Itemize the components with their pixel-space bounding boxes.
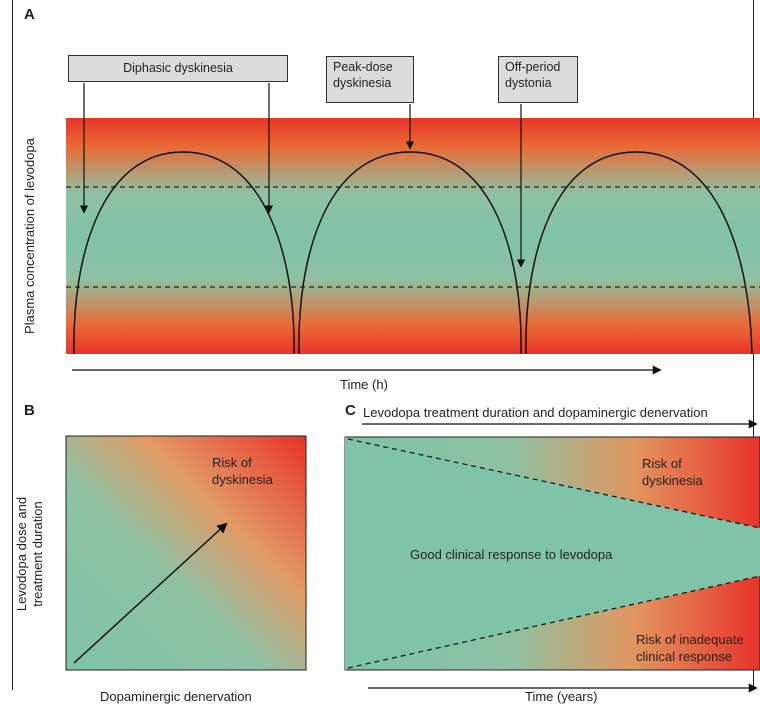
panel-c-risk-inad-line2: clinical response bbox=[636, 649, 733, 664]
panel-b-risk-line1: Risk of bbox=[212, 455, 252, 470]
panel-c-top-axis-label: Levodopa treatment duration and dopamine… bbox=[363, 405, 708, 420]
off-period-label-line1: Off-period bbox=[505, 60, 561, 74]
panel-a-letter: A bbox=[24, 6, 35, 23]
plasma-band bbox=[66, 118, 760, 354]
panel-c-risk-dysk-line2: dyskinesia bbox=[642, 473, 703, 488]
panel-a-svg bbox=[66, 83, 760, 375]
panel-b-svg bbox=[65, 435, 307, 671]
diphasic-dyskinesia-callout: Diphasic dyskinesia bbox=[68, 55, 288, 82]
good-response-label: Good clinical response to levodopa bbox=[410, 547, 613, 562]
peak-dose-label-line2: dyskinesia bbox=[333, 76, 392, 90]
panel-c-risk-inad-line1: Risk of inadequate bbox=[636, 632, 744, 647]
off-period-label-line2: dystonia bbox=[505, 76, 552, 90]
panel-b-risk-text: Risk of dyskinesia bbox=[212, 454, 273, 488]
panel-b-gradient-box bbox=[65, 435, 307, 671]
concentration-curve-3 bbox=[525, 151, 753, 355]
panel-c-letter: C bbox=[345, 402, 356, 419]
peak-dose-callout: Peak-dose dyskinesia bbox=[326, 56, 414, 103]
panel-c-risk-dyskinesia-text: Risk of dyskinesia bbox=[642, 455, 703, 489]
time-years-axis-label: Time (years) bbox=[525, 689, 598, 704]
off-period-callout: Off-period dystonia bbox=[498, 56, 578, 103]
time-h-axis-label: Time (h) bbox=[340, 377, 388, 392]
panel-b-risk-line2: dyskinesia bbox=[212, 472, 273, 487]
panel-b-letter: B bbox=[24, 402, 35, 419]
panel-c-risk-dysk-line1: Risk of bbox=[642, 456, 682, 471]
panel-c-svg bbox=[344, 419, 760, 693]
diphasic-dyskinesia-label: Diphasic dyskinesia bbox=[123, 61, 233, 75]
good-response-wedge bbox=[345, 437, 760, 670]
risk-increase-arrow bbox=[73, 522, 228, 664]
concentration-curve-2 bbox=[298, 151, 522, 355]
panel-c-risk-inadequate-text: Risk of inadequate clinical response bbox=[636, 631, 744, 665]
upper-wedge-boundary bbox=[347, 438, 760, 529]
dopaminergic-denervation-axis-label: Dopaminergic denervation bbox=[100, 689, 252, 704]
peak-dose-label-line1: Peak-dose bbox=[333, 60, 393, 74]
lower-wedge-boundary bbox=[347, 575, 760, 669]
concentration-curve-1 bbox=[73, 151, 295, 355]
plasma-concentration-axis-label: Plasma concentration of levodopa bbox=[22, 138, 37, 334]
